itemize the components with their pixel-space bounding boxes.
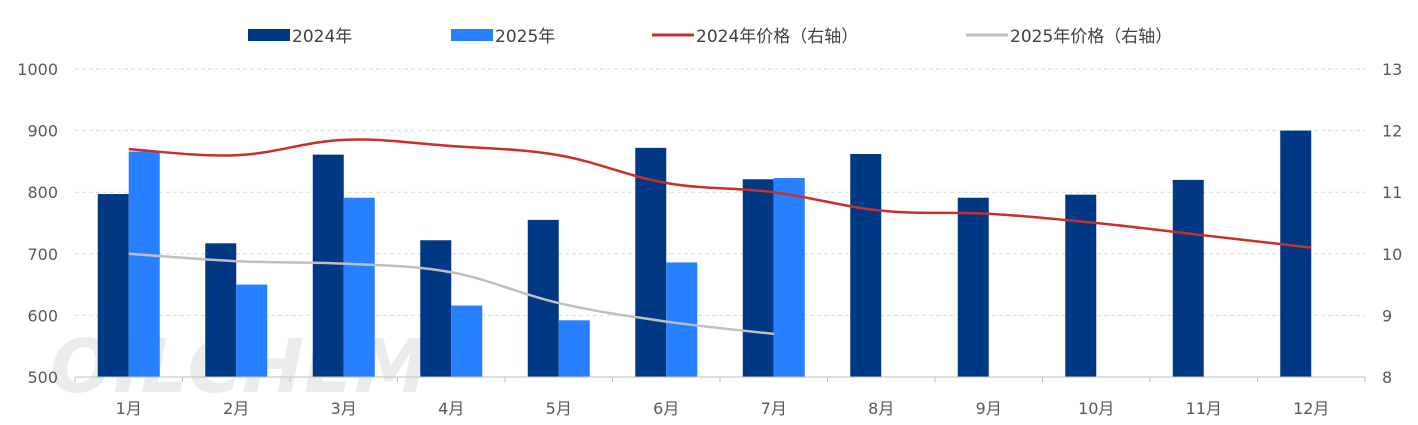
bar-2024年-7月: [742, 179, 774, 377]
legend-item: 2024年价格（右轴）: [652, 27, 858, 47]
y-right-tick-label: 12: [1382, 122, 1402, 141]
x-tick-label: 8月: [868, 399, 894, 418]
bar-2024年-10月: [1065, 194, 1097, 377]
legend-swatch: [248, 29, 290, 41]
y-right-tick-label: 8: [1382, 368, 1392, 387]
legend: 2024年 2025年 2024年价格（右轴） 2025年价格（右轴）: [248, 27, 1172, 47]
y-left-tick-label: 700: [27, 245, 58, 264]
bar-2025年-3月: [343, 197, 375, 377]
legend-label: 2024年: [292, 27, 352, 47]
x-tick-label: 6月: [653, 399, 679, 418]
bar-2025年-1月: [128, 151, 160, 377]
axes: 500 600 700 800 900 1000 8 9 10 11 12 13 1月 2月 3月 4月 5月 6…: [17, 60, 1402, 418]
bar-2024年-1月: [97, 194, 129, 377]
y-left-tick-label: 800: [27, 183, 58, 202]
x-tick-label: 9月: [976, 399, 1002, 418]
bar-2024年-2月: [205, 243, 237, 377]
y-left-tick-label: 600: [27, 306, 58, 325]
x-tick-label: 4月: [438, 399, 464, 418]
bar-2025年-7月: [773, 178, 805, 377]
x-tick-label: 7月: [761, 399, 787, 418]
x-tick-label: 1月: [116, 399, 142, 418]
bar-2024年-12月: [1280, 130, 1312, 377]
line-2024年价格（右轴）: [128, 138, 1312, 249]
legend-swatch: [451, 29, 493, 41]
x-tick-label: 5月: [546, 399, 572, 418]
legend-label: 2025年: [495, 27, 555, 47]
legend-label: 2025年价格（右轴）: [1010, 27, 1172, 47]
y-left-tick-label: 1000: [17, 60, 58, 79]
y-right-tick-label: 10: [1382, 245, 1402, 264]
bar-2024年-9月: [957, 197, 989, 377]
x-tick-label: 2月: [223, 399, 249, 418]
bar-2024年-4月: [420, 240, 452, 377]
grid-lines: [75, 68, 1365, 316]
x-tick-label: 12月: [1293, 399, 1329, 418]
bar-2025年-4月: [451, 305, 483, 377]
bar-2024年-6月: [635, 147, 667, 377]
x-tick-label: 11月: [1186, 399, 1222, 418]
bar-2025年-6月: [666, 262, 698, 377]
y-right-tick-label: 11: [1382, 183, 1402, 202]
bar-2025年-2月: [236, 284, 268, 377]
y-left-tick-label: 500: [27, 368, 58, 387]
x-tick-label: 3月: [331, 399, 357, 418]
y-right-tick-label: 13: [1382, 60, 1402, 79]
bars: [97, 130, 1312, 377]
y-left-tick-label: 900: [27, 122, 58, 141]
y-right-tick-label: 9: [1382, 306, 1392, 325]
legend-item: 2025年: [451, 27, 555, 47]
legend-item: 2024年: [248, 27, 352, 47]
price-lines: [128, 138, 1312, 336]
legend-label: 2024年价格（右轴）: [696, 27, 858, 47]
bar-2024年-3月: [312, 154, 344, 377]
bar-2024年-8月: [850, 154, 882, 377]
legend-item: 2025年价格（右轴）: [966, 27, 1172, 47]
bar-2025年-5月: [558, 320, 590, 377]
x-tick-label: 10月: [1078, 399, 1114, 418]
bar-2024年-11月: [1172, 179, 1204, 377]
line-2025年价格（右轴）: [128, 252, 774, 336]
